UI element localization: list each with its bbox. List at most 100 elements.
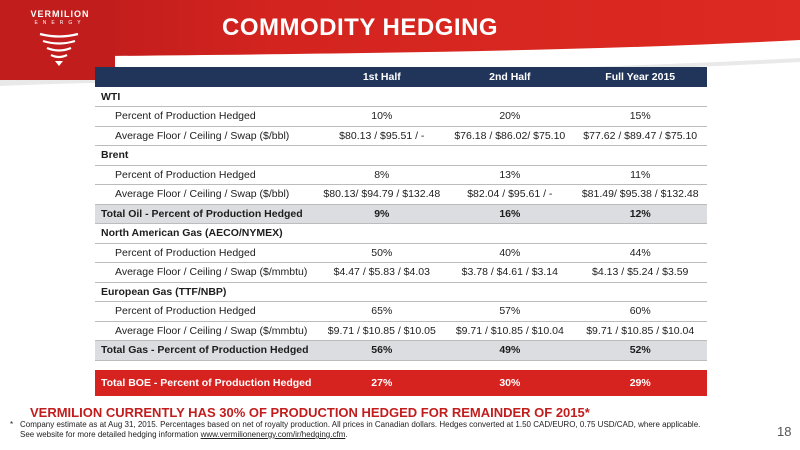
table-cell: 56% <box>317 340 447 361</box>
table-cell <box>317 282 447 302</box>
table-row: Percent of Production Hedged 50% 40% 44% <box>95 243 707 263</box>
table-cell: 20% <box>446 106 574 127</box>
brand-logo: VERMILION ENERGY <box>0 0 115 80</box>
table-row: Average Floor / Ceiling / Swap ($/bbl) $8… <box>95 126 707 146</box>
table-cell: 27% <box>317 370 447 396</box>
table-cell <box>573 282 707 302</box>
hedging-table: 1st Half 2nd Half Full Year 2015 WTI Perc… <box>95 67 707 396</box>
table-cell: 30% <box>446 370 574 396</box>
column-header: Full Year 2015 <box>573 67 707 87</box>
table-cell <box>317 145 447 166</box>
page-number: 18 <box>777 424 792 439</box>
table-cell: $82.04 / $95.61 / - <box>446 184 574 205</box>
table-cell <box>446 223 574 244</box>
table-row: Brent <box>95 145 707 166</box>
table-cell: $80.13 / $95.51 / - <box>317 126 447 146</box>
table-cell: 10% <box>317 106 447 127</box>
table-cell: 49% <box>446 340 574 361</box>
spacer-cell <box>573 360 707 370</box>
row-label: Average Floor / Ceiling / Swap ($/bbl) <box>95 184 318 205</box>
table-cell: 13% <box>446 165 574 185</box>
table-row: Total Gas - Percent of Production Hedged… <box>95 340 707 361</box>
table-cell <box>317 223 447 244</box>
table-cell <box>573 87 707 107</box>
footnote-text: See website for more detailed hedging in… <box>20 430 201 439</box>
row-label: Percent of Production Hedged <box>95 106 318 127</box>
table-cell <box>446 87 574 107</box>
table-cell: 44% <box>573 243 707 263</box>
table-cell: 50% <box>317 243 447 263</box>
row-label: North American Gas (AECO/NYMEX) <box>95 223 318 244</box>
table-row: Average Floor / Ceiling / Swap ($/mmbtu)… <box>95 321 707 341</box>
table-cell: 29% <box>573 370 707 396</box>
footnote-star: * <box>10 420 14 429</box>
table-cell: 40% <box>446 243 574 263</box>
table-row: Total Oil - Percent of Production Hedged… <box>95 204 707 224</box>
grand-total-row: Total BOE - Percent of Production Hedged… <box>95 370 707 396</box>
row-label: Brent <box>95 145 318 166</box>
page-title: COMMODITY HEDGING <box>222 14 499 41</box>
table-cell: $9.71 / $10.85 / $10.04 <box>446 321 574 341</box>
table-cell: 11% <box>573 165 707 185</box>
table-row: Average Floor / Ceiling / Swap ($/mmbtu)… <box>95 262 707 283</box>
row-label: Percent of Production Hedged <box>95 243 318 263</box>
table-cell: $3.78 / $4.61 / $3.14 <box>446 262 574 283</box>
table-cell <box>573 223 707 244</box>
spacer-cell <box>317 360 447 370</box>
row-label: Average Floor / Ceiling / Swap ($/mmbtu) <box>95 321 318 341</box>
brand-sub: ENERGY <box>34 20 86 26</box>
table-cell: $4.13 / $5.24 / $3.59 <box>573 262 707 283</box>
table-row: Percent of Production Hedged 65% 57% 60% <box>95 301 707 322</box>
footnote-period: . <box>345 430 348 439</box>
column-header <box>95 67 318 87</box>
table-cell <box>446 282 574 302</box>
table-cell: $76.18 / $86.02/ $75.10 <box>446 126 574 146</box>
table-row: Percent of Production Hedged 10% 20% 15% <box>95 106 707 127</box>
spacer-cell <box>95 360 318 370</box>
table-cell: 65% <box>317 301 447 322</box>
row-label: European Gas (TTF/NBP) <box>95 282 318 302</box>
column-header: 1st Half <box>317 67 447 87</box>
table-row: Average Floor / Ceiling / Swap ($/bbl) $8… <box>95 184 707 205</box>
table-cell: 52% <box>573 340 707 361</box>
vermilion-logo-icon <box>39 32 79 66</box>
table-cell: $9.71 / $10.85 / $10.05 <box>317 321 447 341</box>
table-row: Percent of Production Hedged 8% 13% 11% <box>95 165 707 185</box>
footnote: * Company estimate as at Aug 31, 2015. P… <box>10 420 780 440</box>
row-label: Percent of Production Hedged <box>95 165 318 185</box>
column-header: 2nd Half <box>446 67 574 87</box>
footnote-line-2: See website for more detailed hedging in… <box>10 430 780 440</box>
row-label: Average Floor / Ceiling / Swap ($/bbl) <box>95 126 318 146</box>
hedging-info-link[interactable]: www.vermilionenergy.com/ir/hedging.cfm <box>200 430 346 439</box>
table-header-row: 1st Half 2nd Half Full Year 2015 <box>95 67 707 87</box>
table-cell: $9.71 / $10.85 / $10.04 <box>573 321 707 341</box>
table-cell: 60% <box>573 301 707 322</box>
table-cell: 15% <box>573 106 707 127</box>
table-row: North American Gas (AECO/NYMEX) <box>95 223 707 244</box>
table-cell: $80.13/ $94.79 / $132.48 <box>317 184 447 205</box>
table-cell: $4.47 / $5.83 / $4.03 <box>317 262 447 283</box>
table-cell: 12% <box>573 204 707 224</box>
table-cell: 16% <box>446 204 574 224</box>
table-cell: 9% <box>317 204 447 224</box>
row-label: WTI <box>95 87 318 107</box>
table-cell <box>573 145 707 166</box>
row-label: Average Floor / Ceiling / Swap ($/mmbtu) <box>95 262 318 283</box>
table-cell <box>446 145 574 166</box>
row-label: Percent of Production Hedged <box>95 301 318 322</box>
brand-name: VERMILION <box>30 9 90 19</box>
row-label: Total Gas - Percent of Production Hedged <box>95 340 318 361</box>
footnote-line-1: Company estimate as at Aug 31, 2015. Per… <box>20 420 701 429</box>
table-spacer <box>95 360 707 370</box>
table-cell: $81.49/ $95.38 / $132.48 <box>573 184 707 205</box>
spacer-cell <box>446 360 574 370</box>
hedging-callout: VERMILION CURRENTLY HAS 30% OF PRODUCTIO… <box>30 405 590 420</box>
table-row: WTI <box>95 87 707 107</box>
row-label: Total Oil - Percent of Production Hedged <box>95 204 318 224</box>
row-label: Total BOE - Percent of Production Hedged <box>95 370 318 396</box>
table-cell <box>317 87 447 107</box>
table-cell: 8% <box>317 165 447 185</box>
table-cell: $77.62 / $89.47 / $75.10 <box>573 126 707 146</box>
table-cell: 57% <box>446 301 574 322</box>
table-row: European Gas (TTF/NBP) <box>95 282 707 302</box>
